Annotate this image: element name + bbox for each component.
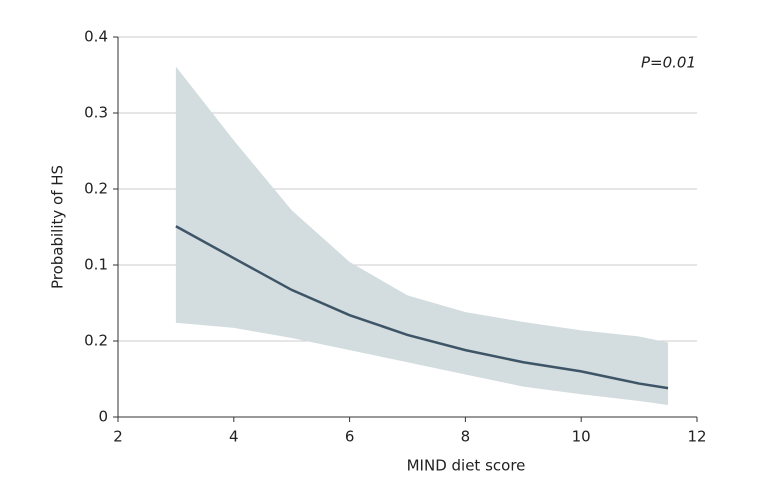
x-tick-label: 6 — [345, 428, 355, 446]
x-tick-label: 4 — [229, 428, 239, 446]
confidence-band — [175, 66, 669, 405]
y-axis-label: Probability of HS — [49, 165, 67, 289]
y-tick-label: 0.2 — [84, 180, 108, 198]
x-tick-label: 8 — [461, 428, 471, 446]
x-tick-label: 12 — [687, 428, 706, 446]
x-axis-label: MIND diet score — [407, 457, 526, 475]
line — [175, 225, 669, 390]
y-tick-label: 0.3 — [84, 104, 108, 122]
y-tick-label: 0.2 — [84, 332, 108, 350]
y-tick-label: 0 — [98, 408, 108, 426]
x-tick-label: 10 — [572, 428, 591, 446]
x-tick-label: 2 — [113, 428, 123, 446]
y-tick-label: 0.4 — [84, 28, 108, 46]
y-tick-label: 0.1 — [84, 256, 108, 274]
annotation: P=0.01 — [641, 54, 696, 72]
